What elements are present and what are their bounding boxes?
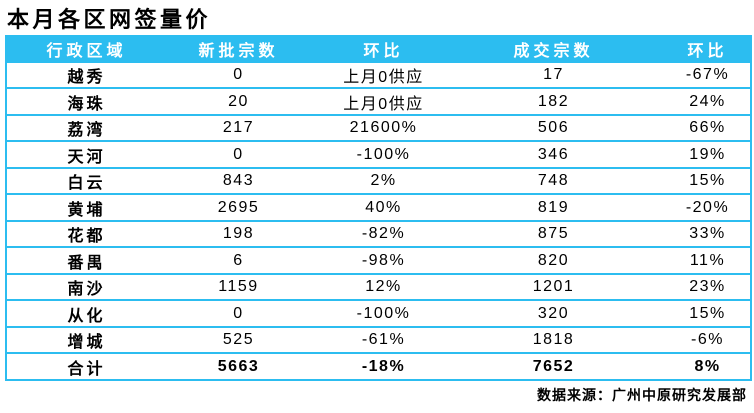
table-cell: 875 (456, 220, 651, 249)
table-cell: 1201 (456, 273, 651, 302)
table-cell: 820 (456, 247, 651, 275)
header-row: 行政区域 新批宗数 环比 成交宗数 环比 (6, 35, 751, 63)
table-cell: 1818 (456, 326, 651, 355)
table-cell: -82% (311, 220, 456, 249)
table-cell: 217 (166, 114, 311, 143)
table-cell: 黄埔 (6, 194, 166, 222)
table-cell: 748 (456, 167, 651, 196)
table-cell: 上月0供应 (311, 63, 456, 90)
table-row: 南沙 1159 12% 1201 23% (6, 273, 751, 302)
table-cell: 19% (651, 141, 751, 169)
district-signings-table: 行政区域 新批宗数 环比 成交宗数 环比 越秀 0 上月0供应 17 -67% 海珠 20 上… (5, 35, 752, 381)
table-cell: 增城 (6, 326, 166, 355)
table-cell: 819 (456, 194, 651, 222)
table-cell: -100% (311, 141, 456, 169)
header-new-approvals: 新批宗数 (166, 35, 311, 63)
header-new-approvals-mom: 环比 (311, 35, 456, 63)
table-cell: -18% (311, 353, 456, 381)
table-cell: 15% (651, 167, 751, 196)
table-cell: 上月0供应 (311, 88, 456, 116)
table-cell: -100% (311, 300, 456, 328)
table-cell: 346 (456, 141, 651, 169)
table-cell: 2% (311, 167, 456, 196)
table-row: 荔湾 217 21600% 506 66% (6, 114, 751, 143)
table-cell: 番禺 (6, 247, 166, 275)
table-cell: 23% (651, 273, 751, 302)
total-row: 合计 5663 -18% 7652 8% (6, 353, 751, 381)
table-cell: 182 (456, 88, 651, 116)
table-cell: 12% (311, 273, 456, 302)
table-cell: 20 (166, 88, 311, 116)
table-cell: 40% (311, 194, 456, 222)
table-cell: 8% (651, 353, 751, 381)
table-cell: 白云 (6, 167, 166, 196)
table-row: 从化 0 -100% 320 15% (6, 300, 751, 328)
table-header: 行政区域 新批宗数 环比 成交宗数 环比 (6, 35, 751, 63)
table-cell: 66% (651, 114, 751, 143)
table-cell: 320 (456, 300, 651, 328)
table-cell: -61% (311, 326, 456, 355)
table-row: 花都 198 -82% 875 33% (6, 220, 751, 249)
table-cell: 843 (166, 167, 311, 196)
header-transactions-mom: 环比 (651, 35, 751, 63)
table-cell: 荔湾 (6, 114, 166, 143)
table-cell: 15% (651, 300, 751, 328)
table-cell: -98% (311, 247, 456, 275)
table-body: 越秀 0 上月0供应 17 -67% 海珠 20 上月0供应 182 24% 荔湾 217 21600%… (6, 63, 751, 381)
table-cell: 17 (456, 63, 651, 90)
page-title: 本月各区网签量价 (7, 7, 212, 32)
table-row: 海珠 20 上月0供应 182 24% (6, 88, 751, 116)
table-cell: 11% (651, 247, 751, 275)
table-row: 番禺 6 -98% 820 11% (6, 247, 751, 275)
table-cell: 525 (166, 326, 311, 355)
table-row: 越秀 0 上月0供应 17 -67% (6, 63, 751, 90)
table-cell: 花都 (6, 220, 166, 249)
table-cell: 1159 (166, 273, 311, 302)
header-region: 行政区域 (6, 35, 166, 63)
data-source: 数据来源：广州中原研究发展部 (537, 387, 747, 403)
table-cell: 2695 (166, 194, 311, 222)
table-cell: -6% (651, 326, 751, 355)
table-cell: 天河 (6, 141, 166, 169)
table-cell: 0 (166, 300, 311, 328)
table-cell: 5663 (166, 353, 311, 381)
header-transactions: 成交宗数 (456, 35, 651, 63)
table-cell: 33% (651, 220, 751, 249)
table-cell: 198 (166, 220, 311, 249)
table-cell: 0 (166, 141, 311, 169)
table-cell: 南沙 (6, 273, 166, 302)
table-cell: -67% (651, 63, 751, 90)
table-row: 增城 525 -61% 1818 -6% (6, 326, 751, 355)
table-cell: 7652 (456, 353, 651, 381)
table-cell: 从化 (6, 300, 166, 328)
table-cell: 越秀 (6, 63, 166, 90)
table-row: 白云 843 2% 748 15% (6, 167, 751, 196)
table-cell: -20% (651, 194, 751, 222)
table-row: 天河 0 -100% 346 19% (6, 141, 751, 169)
table-cell: 6 (166, 247, 311, 275)
table-cell: 21600% (311, 114, 456, 143)
table-cell: 0 (166, 63, 311, 90)
table-row: 黄埔 2695 40% 819 -20% (6, 194, 751, 222)
table-cell: 24% (651, 88, 751, 116)
table-cell: 合计 (6, 353, 166, 381)
table-cell: 海珠 (6, 88, 166, 116)
table-cell: 506 (456, 114, 651, 143)
